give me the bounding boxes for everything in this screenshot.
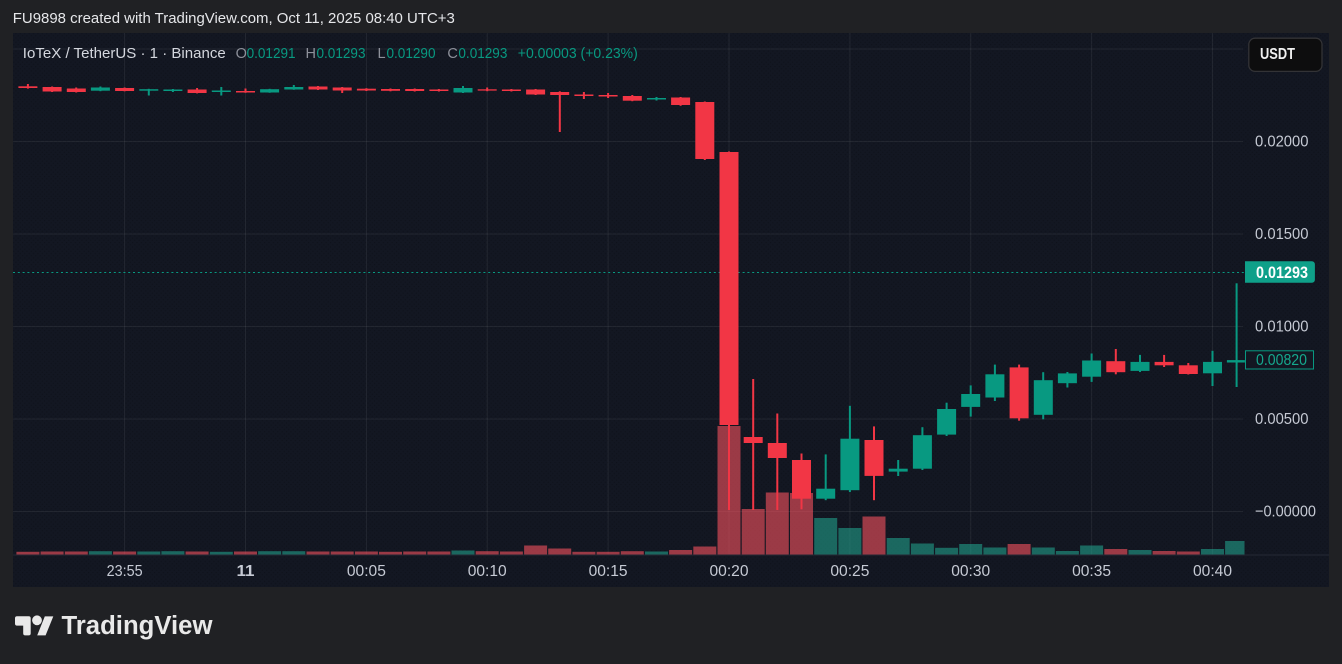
svg-text:0.02000: 0.02000 xyxy=(1255,134,1309,151)
svg-text:00:30: 00:30 xyxy=(951,563,990,580)
svg-text:00:25: 00:25 xyxy=(830,563,869,580)
svg-text:0.01293: 0.01293 xyxy=(458,46,507,62)
svg-text:0.01290: 0.01290 xyxy=(387,46,436,62)
svg-text:0.01293: 0.01293 xyxy=(1256,263,1308,282)
svg-text:+0.00003 (+0.23%): +0.00003 (+0.23%) xyxy=(518,46,638,62)
svg-text:IoTeX / TetherUS · 1 · Binance: IoTeX / TetherUS · 1 · Binance xyxy=(23,46,226,62)
svg-text:0.00820: 0.00820 xyxy=(1256,352,1307,369)
svg-text:FU9898 created with TradingVie: FU9898 created with TradingView.com, Oct… xyxy=(13,11,455,27)
svg-text:USDT: USDT xyxy=(1260,46,1295,63)
svg-text:L: L xyxy=(378,46,386,62)
svg-text:11: 11 xyxy=(237,563,255,580)
svg-text:0.01293: 0.01293 xyxy=(317,46,366,62)
svg-text:00:35: 00:35 xyxy=(1072,563,1111,580)
svg-text:00:05: 00:05 xyxy=(347,563,386,580)
svg-text:00:20: 00:20 xyxy=(710,563,749,580)
svg-text:O: O xyxy=(236,46,247,62)
svg-text:0.01000: 0.01000 xyxy=(1255,319,1309,336)
svg-text:0.01500: 0.01500 xyxy=(1255,226,1309,243)
svg-text:−0.00000: −0.00000 xyxy=(1255,504,1316,521)
svg-text:C: C xyxy=(447,46,457,62)
svg-text:TradingView: TradingView xyxy=(62,612,213,640)
svg-text:0.01291: 0.01291 xyxy=(247,46,296,62)
svg-text:00:15: 00:15 xyxy=(589,563,628,580)
svg-text:00:40: 00:40 xyxy=(1193,563,1232,580)
svg-text:23:55: 23:55 xyxy=(107,563,143,580)
svg-text:0.00500: 0.00500 xyxy=(1255,411,1309,428)
svg-text:H: H xyxy=(306,46,316,62)
svg-text:00:10: 00:10 xyxy=(468,563,507,580)
